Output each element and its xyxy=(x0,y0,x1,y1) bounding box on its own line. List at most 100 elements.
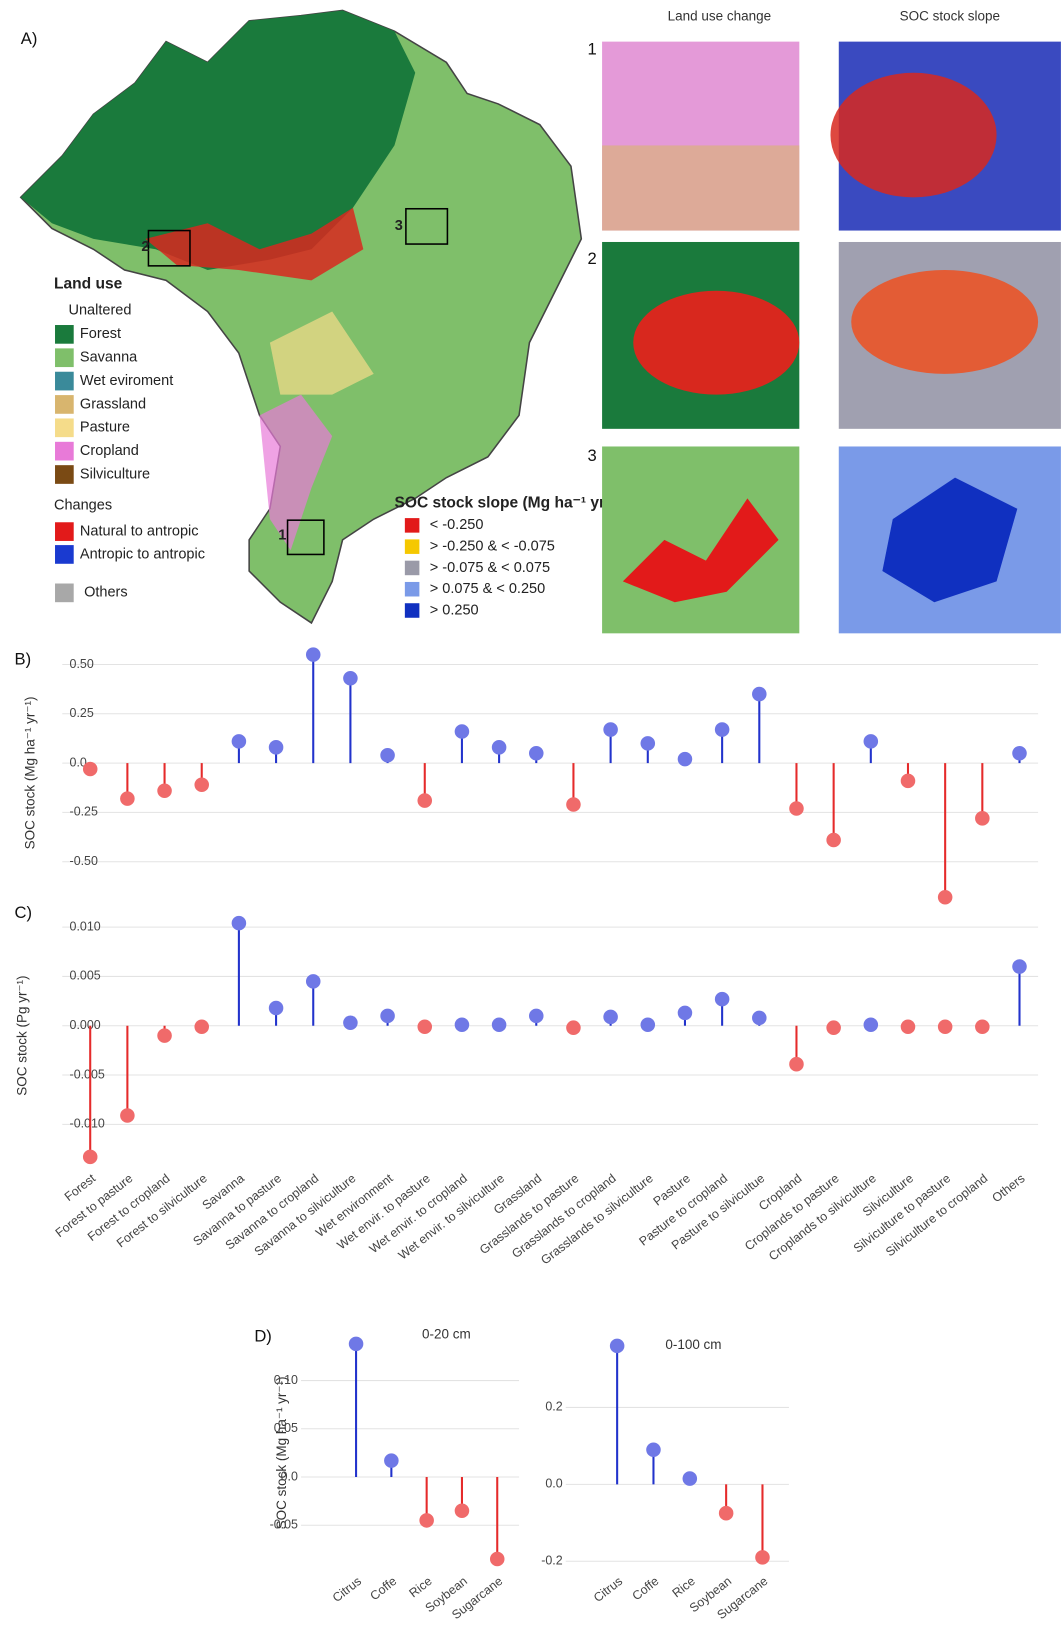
y-axis-label: SOC stock (Mg ha⁻¹ yr⁻¹) xyxy=(23,697,38,850)
marker xyxy=(455,724,470,739)
marker xyxy=(343,671,358,686)
marker xyxy=(641,736,656,751)
soc-legend-label: > 0.250 xyxy=(430,602,479,618)
thumbnail-patch xyxy=(633,291,799,395)
map-box-label: 3 xyxy=(395,218,403,234)
figure: A) 1 2 3 Land use Unaltered Changes SOC … xyxy=(0,0,1063,1630)
marker xyxy=(678,1006,693,1021)
thumbnail-patch xyxy=(830,73,996,198)
marker xyxy=(678,752,693,767)
charts: B)SOC stock (Mg ha⁻¹ yr⁻¹)-0.50-0.250.00… xyxy=(14,647,1038,1622)
y-tick-label: 0.000 xyxy=(70,1018,101,1032)
column-title: SOC stock slope xyxy=(900,8,1000,23)
marker xyxy=(755,1550,770,1565)
marker xyxy=(349,1337,364,1352)
x-tick-label: Citrus xyxy=(330,1574,364,1605)
legend-swatch xyxy=(55,465,74,484)
legend-swatch xyxy=(55,372,74,391)
marker xyxy=(417,793,432,808)
legend-label: Silviculture xyxy=(80,466,150,482)
y-tick-label: -0.005 xyxy=(70,1067,105,1081)
y-axis-label: SOC stock (Mg ha⁻¹ yr⁻¹) xyxy=(274,1376,289,1529)
marker xyxy=(826,1020,841,1035)
marker xyxy=(610,1339,625,1354)
soc-legend-swatch xyxy=(405,539,420,554)
y-tick-label: 0.005 xyxy=(70,969,101,983)
marker xyxy=(603,722,618,737)
y-tick-label: 0.25 xyxy=(70,706,94,720)
soc-legend-label: > -0.075 & < 0.075 xyxy=(430,560,550,576)
legend-label: Savanna xyxy=(80,350,138,366)
marker xyxy=(529,1009,544,1024)
marker xyxy=(83,762,98,777)
marker xyxy=(864,734,879,749)
y-tick-label: -0.05 xyxy=(270,1518,298,1532)
row-label: 2 xyxy=(588,249,597,268)
marker xyxy=(232,916,247,931)
marker xyxy=(975,811,990,826)
marker xyxy=(603,1010,618,1025)
soc-legend-title: SOC stock slope (Mg ha⁻¹ yr⁻¹) xyxy=(394,495,623,512)
marker xyxy=(641,1017,656,1032)
marker xyxy=(492,740,507,755)
x-tick-label: Rice xyxy=(406,1574,434,1600)
y-tick-label: 0.2 xyxy=(545,1400,562,1414)
legend-group-title: Changes xyxy=(54,497,112,513)
row-label: 1 xyxy=(588,39,597,58)
panel-label: B) xyxy=(15,650,32,669)
marker xyxy=(566,797,581,812)
marker xyxy=(719,1506,734,1521)
marker xyxy=(975,1019,990,1034)
legend-label: Natural to antropic xyxy=(80,523,199,539)
soc-legend-swatch xyxy=(405,582,420,597)
legend-swatch xyxy=(55,418,74,437)
y-tick-label: -0.2 xyxy=(541,1554,563,1568)
marker xyxy=(1012,746,1027,761)
y-tick-label: 0.05 xyxy=(274,1421,298,1435)
legend-swatch xyxy=(55,442,74,461)
marker xyxy=(789,801,804,816)
marker xyxy=(194,778,209,793)
marker xyxy=(752,1011,767,1026)
legend-label: Pasture xyxy=(80,420,130,436)
marker xyxy=(380,748,395,763)
y-tick-label: -0.25 xyxy=(70,805,98,819)
legend-label: Cropland xyxy=(80,443,139,459)
marker xyxy=(232,734,247,749)
legend-label: Forest xyxy=(80,326,121,342)
panel-label: C) xyxy=(15,903,33,922)
marker xyxy=(306,974,321,989)
legend-title: Land use xyxy=(54,276,123,293)
legend-swatch xyxy=(55,545,74,564)
marker xyxy=(789,1057,804,1072)
panel-label: A) xyxy=(21,29,38,48)
marker xyxy=(938,890,953,905)
marker xyxy=(269,740,284,755)
map-box-label: 1 xyxy=(278,528,286,544)
y-tick-label: 0.0 xyxy=(545,1477,562,1491)
legend-swatch xyxy=(55,348,74,367)
marker xyxy=(646,1442,661,1457)
chart-subtitle: 0-20 cm xyxy=(422,1327,471,1342)
marker xyxy=(343,1016,358,1031)
x-tick-label: Citrus xyxy=(591,1574,625,1605)
y-tick-label: 0.10 xyxy=(274,1373,298,1387)
soc-legend-label: > -0.250 & < -0.075 xyxy=(430,538,555,554)
y-tick-label: 0.0 xyxy=(281,1469,298,1483)
marker xyxy=(492,1017,507,1032)
marker xyxy=(455,1017,470,1032)
legend-swatch xyxy=(55,522,74,541)
legend-label: Wet eviroment xyxy=(80,373,173,389)
soc-legend-label: < -0.250 xyxy=(430,517,484,533)
marker xyxy=(901,774,916,789)
marker xyxy=(826,833,841,848)
soc-legend-label: > 0.075 & < 0.250 xyxy=(430,581,545,597)
marker xyxy=(120,1108,135,1123)
marker xyxy=(269,1001,284,1016)
y-tick-label: 0.50 xyxy=(70,657,94,671)
panel-label: D) xyxy=(254,1327,272,1346)
marker xyxy=(752,687,767,702)
thumbnails xyxy=(602,42,1061,634)
chart-subtitle: 0-100 cm xyxy=(665,1337,721,1352)
marker xyxy=(901,1019,916,1034)
